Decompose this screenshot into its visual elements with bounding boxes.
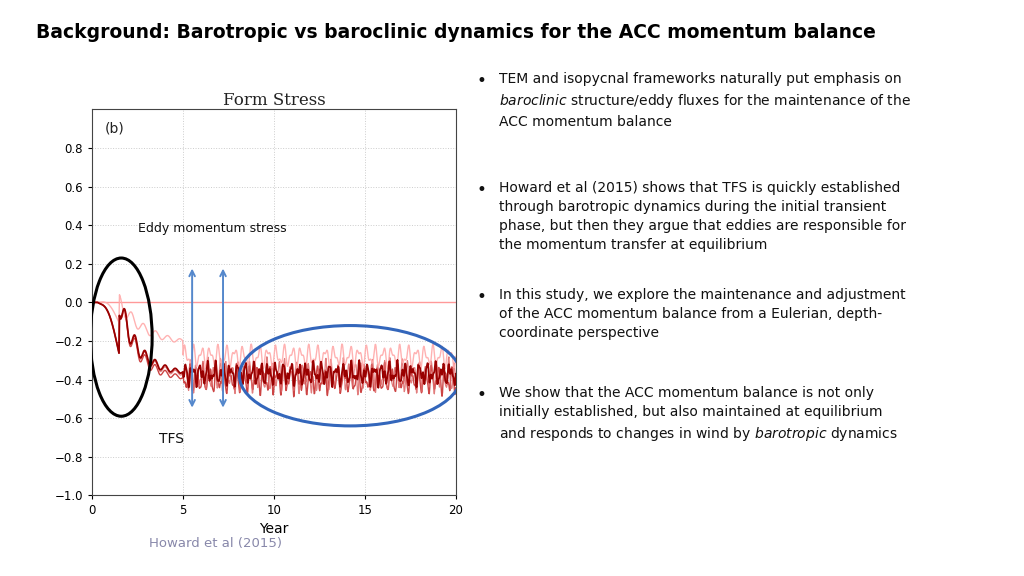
Title: Form Stress: Form Stress [222, 92, 326, 109]
Text: We show that the ACC momentum balance is not only
initially established, but als: We show that the ACC momentum balance is… [499, 386, 898, 443]
Text: TFS: TFS [160, 431, 184, 446]
Text: •: • [476, 72, 486, 90]
X-axis label: Year: Year [259, 521, 289, 536]
Text: •: • [476, 288, 486, 306]
Text: In this study, we explore the maintenance and adjustment
of the ACC momentum bal: In this study, we explore the maintenanc… [499, 288, 905, 340]
Text: •: • [476, 386, 486, 404]
Text: (b): (b) [104, 121, 125, 135]
Text: Eddy momentum stress: Eddy momentum stress [137, 222, 287, 235]
Text: Howard et al (2015): Howard et al (2015) [148, 537, 282, 550]
Text: Howard et al (2015) shows that TFS is quickly established
through barotropic dyn: Howard et al (2015) shows that TFS is qu… [499, 181, 905, 252]
Text: Background: Barotropic vs baroclinic dynamics for the ACC momentum balance: Background: Barotropic vs baroclinic dyn… [36, 23, 876, 42]
Text: TEM and isopycnal frameworks naturally put emphasis on
$\mathit{baroclinic}$ str: TEM and isopycnal frameworks naturally p… [499, 72, 910, 129]
Text: •: • [476, 181, 486, 199]
